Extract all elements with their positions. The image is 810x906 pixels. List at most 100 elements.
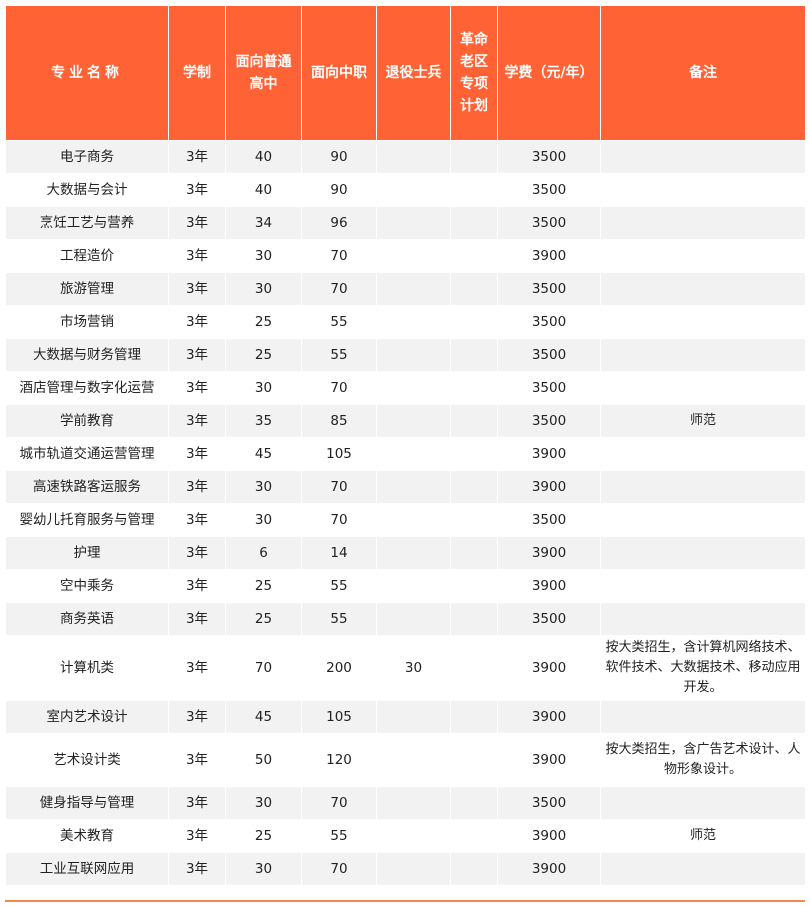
cell-vocational-quota: 105	[301, 700, 377, 734]
cell-vocational-quota: 55	[301, 569, 377, 603]
cell-note	[600, 338, 806, 372]
cell-high-school-quota: 40	[225, 140, 302, 174]
cell-duration: 3年	[168, 206, 226, 240]
cell-veterans-quota	[376, 272, 451, 306]
cell-major-name: 工程造价	[5, 239, 169, 273]
cell-old-area-quota	[450, 635, 498, 701]
table-row: 酒店管理与数字化运营 3年 30 70 3500	[5, 371, 806, 405]
cell-note	[600, 470, 806, 504]
cell-duration: 3年	[168, 305, 226, 339]
cell-major-name: 商务英语	[5, 602, 169, 636]
cell-old-area-quota	[450, 733, 498, 787]
cell-tuition: 3900	[497, 700, 601, 734]
cell-vocational-quota: 55	[301, 338, 377, 372]
table-row: 大数据与会计 3年 40 90 3500	[5, 173, 806, 207]
cell-note: 按大类招生，含广告艺术设计、人物形象设计。	[600, 733, 806, 787]
cell-tuition: 3900	[497, 437, 601, 471]
cell-veterans-quota	[376, 206, 451, 240]
cell-high-school-quota: 40	[225, 173, 302, 207]
cell-note	[600, 140, 806, 174]
cell-note	[600, 437, 806, 471]
cell-tuition: 3500	[497, 206, 601, 240]
cell-veterans-quota	[376, 852, 451, 886]
cell-vocational-quota: 200	[301, 635, 377, 701]
cell-note	[600, 272, 806, 306]
cell-tuition: 3900	[497, 852, 601, 886]
cell-high-school-quota: 25	[225, 338, 302, 372]
cell-tuition: 3500	[497, 404, 601, 438]
cell-major-name: 高速铁路客运服务	[5, 470, 169, 504]
cell-veterans-quota	[376, 239, 451, 273]
cell-note	[600, 173, 806, 207]
cell-vocational-quota: 55	[301, 602, 377, 636]
cell-veterans-quota	[376, 819, 451, 853]
table-row: 婴幼儿托育服务与管理 3年 30 70 3500	[5, 503, 806, 537]
cell-vocational-quota: 70	[301, 852, 377, 886]
cell-vocational-quota: 70	[301, 371, 377, 405]
cell-veterans-quota	[376, 569, 451, 603]
cell-vocational-quota: 70	[301, 239, 377, 273]
header-major-name: 专业名称	[5, 5, 169, 141]
cell-vocational-quota: 70	[301, 503, 377, 537]
cell-vocational-quota: 14	[301, 536, 377, 570]
cell-major-name: 大数据与会计	[5, 173, 169, 207]
cell-major-name: 健身指导与管理	[5, 786, 169, 820]
cell-major-name: 城市轨道交通运营管理	[5, 437, 169, 471]
cell-high-school-quota: 25	[225, 569, 302, 603]
cell-old-area-quota	[450, 786, 498, 820]
table-row: 护理 3年 6 14 3900	[5, 536, 806, 570]
cell-note	[600, 700, 806, 734]
cell-duration: 3年	[168, 819, 226, 853]
cell-old-area-quota	[450, 140, 498, 174]
cell-veterans-quota	[376, 470, 451, 504]
cell-veterans-quota	[376, 404, 451, 438]
cell-tuition: 3900	[497, 733, 601, 787]
cell-duration: 3年	[168, 786, 226, 820]
cell-high-school-quota: 45	[225, 437, 302, 471]
cell-tuition: 3500	[497, 602, 601, 636]
cell-vocational-quota: 105	[301, 437, 377, 471]
cell-major-name: 酒店管理与数字化运营	[5, 371, 169, 405]
cell-tuition: 3500	[497, 503, 601, 537]
cell-old-area-quota	[450, 470, 498, 504]
cell-veterans-quota	[376, 437, 451, 471]
cell-high-school-quota: 6	[225, 536, 302, 570]
cell-old-area-quota	[450, 173, 498, 207]
header-high-school: 面向普通高中	[225, 5, 302, 141]
table-row: 电子商务 3年 40 90 3500	[5, 140, 806, 174]
cell-high-school-quota: 30	[225, 470, 302, 504]
cell-note	[600, 371, 806, 405]
table-row: 城市轨道交通运营管理 3年 45 105 3900	[5, 437, 806, 471]
cell-vocational-quota: 120	[301, 733, 377, 787]
cell-high-school-quota: 70	[225, 635, 302, 701]
cell-high-school-quota: 25	[225, 819, 302, 853]
cell-high-school-quota: 25	[225, 602, 302, 636]
table-row: 艺术设计类 3年 50 120 3900 按大类招生，含广告艺术设计、人物形象设计。	[5, 733, 806, 787]
cell-old-area-quota	[450, 305, 498, 339]
cell-old-area-quota	[450, 272, 498, 306]
cell-tuition: 3900	[497, 635, 601, 701]
cell-old-area-quota	[450, 700, 498, 734]
cell-old-area-quota	[450, 239, 498, 273]
table-row: 大数据与财务管理 3年 25 55 3500	[5, 338, 806, 372]
cell-major-name: 学前教育	[5, 404, 169, 438]
cell-duration: 3年	[168, 239, 226, 273]
table-row: 空中乘务 3年 25 55 3900	[5, 569, 806, 603]
table-row: 健身指导与管理 3年 30 70 3500	[5, 786, 806, 820]
cell-tuition: 3900	[497, 536, 601, 570]
cell-old-area-quota	[450, 404, 498, 438]
cell-note	[600, 536, 806, 570]
table-row: 烹饪工艺与营养 3年 34 96 3500	[5, 206, 806, 240]
cell-old-area-quota	[450, 602, 498, 636]
cell-veterans-quota	[376, 173, 451, 207]
header-duration: 学制	[168, 5, 226, 141]
header-veterans: 退役士兵	[376, 5, 451, 141]
cell-tuition: 3900	[497, 569, 601, 603]
table-row: 美术教育 3年 25 55 3900 师范	[5, 819, 806, 853]
cell-veterans-quota: 30	[376, 635, 451, 701]
cell-veterans-quota	[376, 140, 451, 174]
cell-duration: 3年	[168, 700, 226, 734]
cell-note	[600, 503, 806, 537]
cell-duration: 3年	[168, 140, 226, 174]
cell-old-area-quota	[450, 437, 498, 471]
